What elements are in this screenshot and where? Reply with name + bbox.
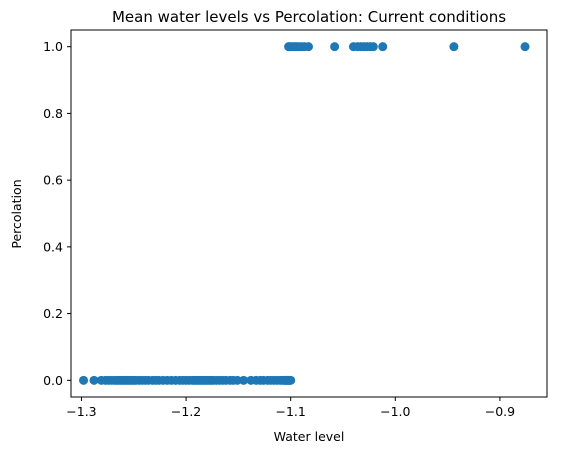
x-axis-label: Water level <box>274 429 345 444</box>
y-tick-label: 0.4 <box>43 239 63 254</box>
y-tick-label: 0.0 <box>43 373 63 388</box>
y-tick-label: 0.2 <box>43 306 63 321</box>
y-axis-ticks: 0.0 0.2 0.4 0.6 0.8 1.0 <box>43 39 71 388</box>
data-point <box>449 42 459 52</box>
data-point <box>520 42 530 52</box>
data-point <box>303 42 313 52</box>
data-point <box>232 375 242 385</box>
data-point <box>368 42 378 52</box>
x-tick-label: −1.1 <box>276 404 306 419</box>
y-tick-label: 1.0 <box>43 39 63 54</box>
y-tick-label: 0.6 <box>43 173 63 188</box>
data-point <box>286 375 296 385</box>
y-tick-label: 0.8 <box>43 106 63 121</box>
x-tick-label: −1.3 <box>66 404 96 419</box>
x-tick-label: −1.0 <box>380 404 410 419</box>
plot-frame <box>70 29 548 398</box>
chart-title: Mean water levels vs Percolation: Curren… <box>112 8 506 26</box>
y-axis-label: Percolation <box>9 179 24 248</box>
x-tick-label: −0.9 <box>485 404 515 419</box>
data-point <box>89 375 99 385</box>
data-point <box>330 42 340 52</box>
data-point <box>239 375 249 385</box>
x-axis-ticks: −1.3 −1.2 −1.1 −1.0 −0.9 <box>66 397 515 419</box>
x-tick-label: −1.2 <box>171 404 201 419</box>
data-points <box>79 42 530 385</box>
data-point <box>79 375 89 385</box>
data-point <box>378 42 388 52</box>
